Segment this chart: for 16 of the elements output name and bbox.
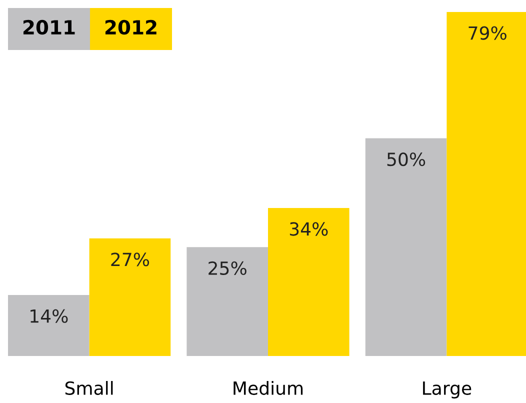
x-tick-label: Large (423, 382, 472, 398)
bar (89, 238, 171, 356)
text: 2012 (105, 20, 156, 35)
x-tick-label: Medium (234, 381, 303, 395)
bar (268, 208, 350, 356)
data-label: 14% (30, 309, 68, 323)
data-label: 27% (111, 252, 150, 266)
data-label: 50% (387, 152, 426, 166)
bar (365, 138, 447, 356)
data-label: 79% (468, 26, 506, 40)
bar (8, 295, 90, 356)
data-label: 25% (208, 261, 246, 276)
data-label: 34% (290, 222, 328, 236)
text: 2011 (23, 20, 75, 35)
x-tick-label: Small (65, 381, 113, 395)
bar (186, 247, 268, 356)
